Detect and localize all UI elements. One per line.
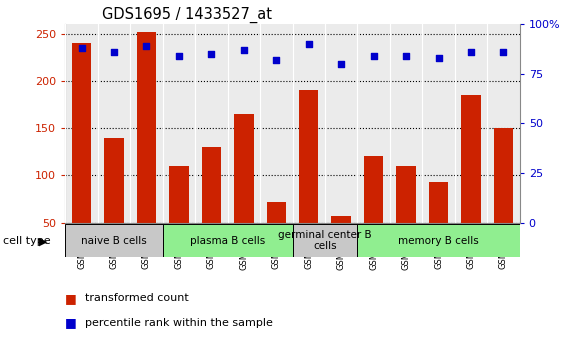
Point: [77, 45, 86, 51]
Bar: [228, 24, 260, 223]
Bar: [487, 24, 520, 223]
Point: [174, 53, 183, 59]
Bar: [72, 43, 91, 270]
Bar: [195, 24, 228, 223]
Bar: [105, 138, 124, 270]
Point: [142, 43, 151, 49]
Bar: [494, 128, 513, 270]
Text: transformed count: transformed count: [85, 294, 189, 303]
Bar: [357, 24, 390, 223]
Point: [434, 55, 443, 61]
Text: germinal center B
cells: germinal center B cells: [278, 230, 372, 252]
Bar: [325, 24, 357, 223]
Point: [466, 49, 475, 55]
Text: cell type: cell type: [3, 237, 51, 246]
Point: [304, 41, 314, 47]
Bar: [429, 182, 448, 270]
Point: [499, 49, 508, 55]
Bar: [461, 95, 481, 270]
Bar: [65, 24, 98, 223]
Point: [272, 57, 281, 63]
Bar: [364, 156, 383, 270]
Text: ■: ■: [65, 292, 77, 305]
Bar: [162, 224, 293, 257]
Bar: [234, 114, 253, 270]
Bar: [65, 224, 162, 257]
Bar: [332, 216, 351, 270]
Text: plasma B cells: plasma B cells: [190, 236, 265, 246]
Text: ▶: ▶: [39, 237, 47, 246]
Point: [207, 51, 216, 57]
Text: percentile rank within the sample: percentile rank within the sample: [85, 318, 273, 327]
Bar: [162, 24, 195, 223]
Bar: [260, 24, 293, 223]
Bar: [293, 224, 357, 257]
Bar: [423, 24, 455, 223]
Bar: [357, 224, 520, 257]
Bar: [455, 24, 487, 223]
Text: GDS1695 / 1433527_at: GDS1695 / 1433527_at: [102, 7, 272, 23]
Bar: [299, 90, 319, 270]
Point: [239, 47, 248, 53]
Bar: [137, 32, 156, 270]
Bar: [130, 24, 162, 223]
Point: [337, 61, 346, 67]
Point: [402, 53, 411, 59]
Bar: [202, 147, 221, 270]
Text: naive B cells: naive B cells: [81, 236, 147, 246]
Bar: [98, 24, 130, 223]
Text: ■: ■: [65, 316, 77, 329]
Bar: [390, 24, 423, 223]
Text: memory B cells: memory B cells: [398, 236, 479, 246]
Bar: [266, 202, 286, 270]
Point: [110, 49, 119, 55]
Bar: [169, 166, 189, 270]
Bar: [396, 166, 416, 270]
Bar: [293, 24, 325, 223]
Point: [369, 53, 378, 59]
